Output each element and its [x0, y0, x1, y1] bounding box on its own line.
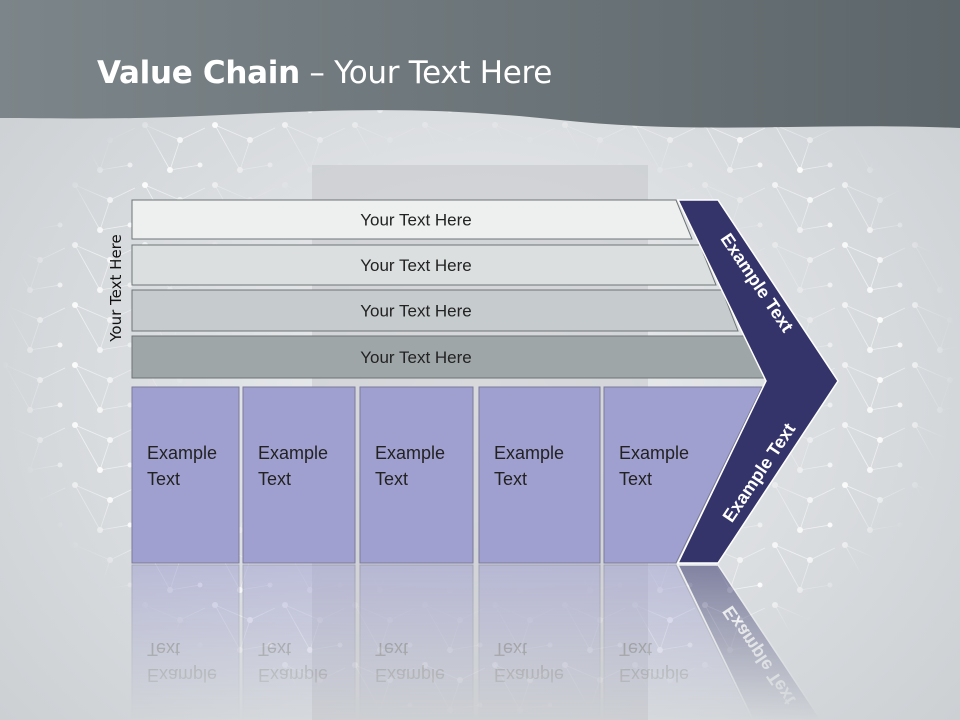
- support-bar-label: Your Text Here: [360, 302, 472, 321]
- margin-chevron: [676, 199, 839, 564]
- support-bar-label: Your Text Here: [360, 348, 472, 367]
- primary-activity-box-reflection: [242, 564, 356, 720]
- primary-activity-label: Example Text: [258, 443, 328, 489]
- primary-activity-box: [131, 386, 240, 564]
- primary-activity-box: [603, 386, 763, 564]
- value-chain-diagram: Your Text Here Your Text Here Your Text He…: [131, 199, 839, 564]
- support-bar-label: Your Text Here: [360, 256, 472, 275]
- primary-activity-box-reflection: [131, 564, 240, 720]
- primary-activity-label: Example Text: [375, 443, 445, 489]
- primary-activity-label-reflection: ExampleText: [147, 639, 217, 685]
- page-title: Value Chain – Your Text Here: [97, 55, 553, 91]
- primary-activity-box-reflection: [359, 564, 474, 720]
- primary-activity-box-reflection: [603, 564, 753, 720]
- support-bar: [131, 289, 739, 332]
- primary-activity-box-reflection: [478, 564, 601, 720]
- support-bar-label: Your Text Here: [360, 211, 472, 230]
- header-band: [0, 0, 960, 128]
- primary-activity-label-reflection: ExampleText: [619, 639, 689, 685]
- primary-activity-label: Example Text: [147, 443, 217, 489]
- support-bar: [131, 199, 693, 240]
- primary-activity-box: [242, 386, 356, 564]
- primary-activity-label-reflection: ExampleText: [375, 639, 445, 685]
- primary-activity-label: Example Text: [619, 443, 689, 489]
- side-label: Your Text Here: [107, 234, 125, 342]
- primary-activity-box: [478, 386, 601, 564]
- margin-chevron-reflection: [676, 564, 822, 720]
- primary-activity-label-reflection: ExampleText: [258, 639, 328, 685]
- primary-activity-label: Example Text: [494, 443, 564, 489]
- primary-activity-label-reflection: ExampleText: [494, 639, 564, 685]
- support-bar: [131, 244, 717, 286]
- primary-activity-box: [359, 386, 474, 564]
